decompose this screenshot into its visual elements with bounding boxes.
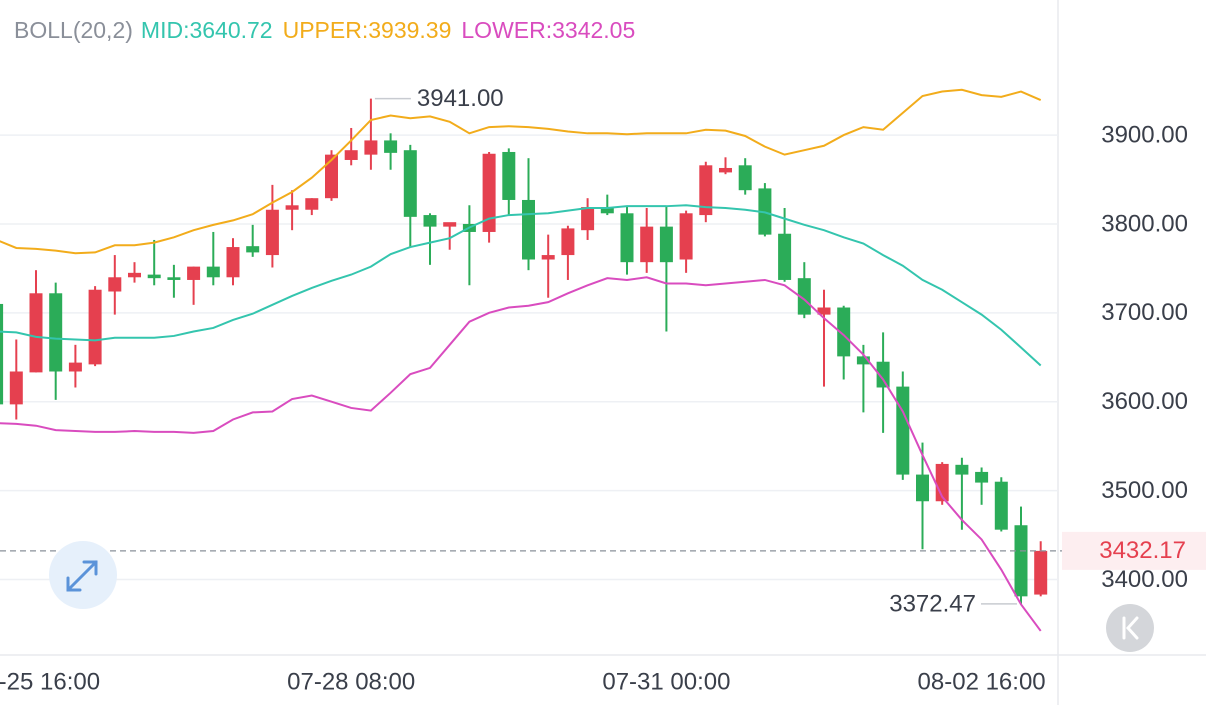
candle-body (305, 198, 319, 210)
candle-body (226, 247, 240, 278)
candle-body (522, 199, 535, 260)
candle-body (916, 474, 929, 502)
legend-entry: MID:3640.72 (141, 17, 273, 43)
x-tick-label: 07-28 08:00 (287, 668, 415, 695)
candle-body (837, 307, 851, 357)
legend-entry: LOWER:3342.05 (461, 17, 635, 43)
candle-body (1014, 525, 1028, 597)
candle-body (659, 226, 673, 263)
candle-body (384, 140, 398, 153)
candle-body (699, 165, 713, 216)
y-tick-label: 3400.00 (1101, 566, 1188, 593)
candle-body (68, 362, 82, 372)
candle-body (896, 386, 910, 475)
low-label: 3372.47 (889, 590, 976, 617)
candle-body (285, 205, 299, 210)
indicator-legend: BOLL(20,2) MID:3640.72 UPPER:3939.39 LOWER:… (14, 17, 635, 43)
candle-body (29, 293, 43, 373)
candle-body (49, 293, 63, 372)
candle-body (994, 481, 1008, 530)
candle-body (403, 150, 417, 217)
y-tick-label: 3800.00 (1101, 210, 1188, 237)
axis: 3400.00 3500.00 3600.00 3700.00 3800.00 3900.… (0, 121, 1206, 695)
candle-body (187, 266, 201, 280)
y-tick-label: 3900.00 (1101, 121, 1188, 148)
plot-area: 3941.00 3372.47 (0, 85, 1062, 632)
candle-body (955, 464, 969, 475)
candle-body (778, 233, 792, 280)
candle-body (147, 274, 161, 279)
candle-body (0, 303, 4, 405)
candle-body (128, 272, 141, 278)
band-line (0, 88, 1042, 255)
candle-body (344, 150, 358, 160)
last-price-label: 3432.17 (1099, 537, 1186, 564)
candle-body (423, 215, 437, 227)
last-price-bg (1062, 531, 1206, 570)
candle-body (797, 278, 811, 315)
candle-body (206, 266, 220, 278)
candle-body (1034, 550, 1048, 595)
candle-body (167, 277, 181, 280)
candle-body (88, 289, 102, 365)
back-icon[interactable] (1122, 616, 1139, 640)
indicator-name: BOLL(20,2) (14, 17, 133, 43)
candle-body (364, 140, 378, 155)
candle-body (738, 165, 752, 191)
y-tick-label: 3700.00 (1101, 299, 1188, 326)
x-tick-label: 07-31 00:00 (602, 668, 730, 695)
candle-body (817, 307, 831, 315)
candle-body (325, 154, 338, 199)
high-label: 3941.00 (417, 85, 504, 112)
candle-body (876, 361, 890, 388)
band-line (0, 276, 1042, 632)
candle-body (541, 255, 555, 260)
candle-body (975, 471, 989, 483)
candle-body (620, 213, 634, 263)
x-tick-label: 08-02 16:00 (918, 668, 1046, 695)
candle-body (443, 222, 457, 227)
candle-body (856, 356, 870, 365)
y-tick-label: 3500.00 (1101, 477, 1188, 504)
candle-body (265, 209, 279, 256)
candle-body (108, 277, 122, 292)
expand-icon[interactable] (66, 560, 98, 592)
legend-entry: UPPER:3939.39 (283, 17, 452, 43)
candle-body (502, 151, 516, 200)
candle-body (482, 153, 496, 232)
candle-body (600, 207, 614, 214)
y-tick-label: 3600.00 (1101, 388, 1188, 415)
expand-button[interactable] (49, 541, 117, 609)
candle-body (9, 371, 23, 405)
candle-body (679, 213, 693, 260)
candle-body (246, 246, 260, 253)
candle-body (640, 226, 654, 263)
band-line (0, 204, 1042, 367)
candle-body (719, 167, 732, 173)
candle-body (581, 207, 595, 231)
candle-body (561, 228, 575, 256)
x-tick-label: 07-25 16:00 (0, 668, 100, 695)
back-button[interactable] (1106, 604, 1154, 652)
